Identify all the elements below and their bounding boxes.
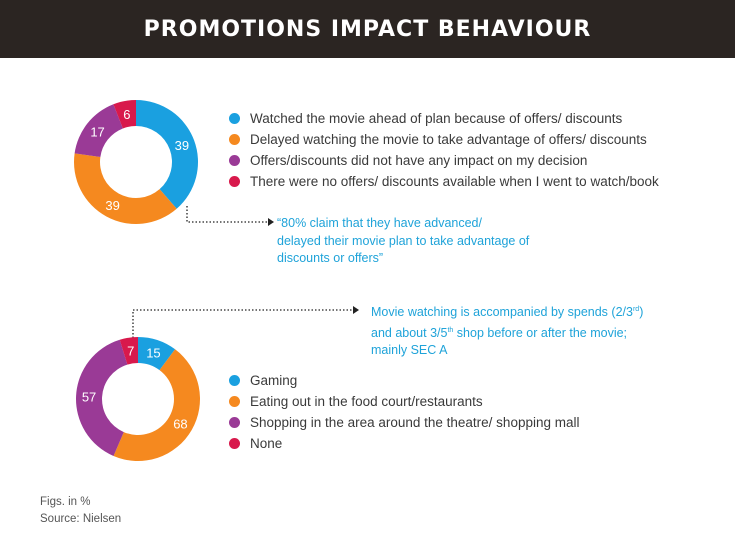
note-line: Movie watching is accompanied by spends … (371, 305, 633, 320)
donut-slice (76, 339, 128, 456)
header-bar: PROMOTIONS IMPACT BEHAVIOUR (0, 0, 735, 58)
legend-label: Shopping in the area around the theatre/… (250, 415, 580, 430)
donut-slice (113, 100, 136, 129)
legend-swatch (229, 375, 240, 386)
legend-swatch (229, 155, 240, 166)
slice-value-label: 57 (82, 389, 96, 404)
legend-item: None (229, 433, 579, 454)
note-sup: th (447, 326, 454, 334)
donut-slice (119, 337, 138, 365)
note-line: ) (639, 305, 644, 320)
legend-label: Delayed watching the movie to take advan… (250, 132, 647, 147)
connector-line-1 (186, 206, 274, 226)
legend-swatch (229, 113, 240, 124)
legend-swatch (229, 176, 240, 187)
slice-value-label: 7 (127, 344, 134, 359)
donut-slice (113, 349, 200, 461)
slice-value-label: 15 (146, 345, 160, 360)
legend-label: Gaming (250, 373, 298, 388)
donut-slice (74, 153, 177, 225)
slice-value-label: 39 (105, 198, 119, 213)
note-line: shop before or after the movie; (453, 325, 628, 340)
legend-item: Shopping in the area around the theatre/… (229, 412, 579, 433)
legend-item: Delayed watching the movie to take advan… (229, 129, 659, 150)
note-line: discounts or offers” (277, 251, 384, 265)
note-line: mainly SEC A (371, 343, 448, 358)
note-line: “80% claim that they have advanced/ (277, 216, 482, 230)
legend-label: Offers/discounts did not have any impact… (250, 153, 588, 168)
slice-value-label: 68 (173, 417, 187, 432)
donut-chart-promotions: 39 39 17 6 (74, 100, 198, 225)
note-sup: rd (632, 306, 640, 313)
legend-label: Watched the movie ahead of plan because … (250, 111, 623, 126)
legend-item: Watched the movie ahead of plan because … (229, 108, 659, 129)
donut-slice (74, 104, 123, 157)
legend-item: Offers/discounts did not have any impact… (229, 150, 659, 171)
figs-note: Figs. in % (40, 496, 91, 508)
legend-item: Gaming (229, 370, 579, 391)
legend-item: There were no offers/ discounts availabl… (229, 171, 659, 192)
legend-spends: Gaming Eating out in the food court/resta… (229, 370, 579, 454)
page-title: PROMOTIONS IMPACT BEHAVIOUR (143, 16, 592, 42)
legend-swatch (229, 134, 240, 145)
footer: Figs. in % Source: Nielsen (40, 494, 121, 528)
note-line: and about 3/5 (371, 325, 448, 340)
legend-promotions: Watched the movie ahead of plan because … (229, 108, 659, 192)
legend-swatch (229, 396, 240, 407)
connector-line-2 (132, 306, 359, 338)
source-note: Source: Nielsen (40, 513, 122, 525)
note-promotions: “80% claim that they have advanced/ dela… (277, 215, 529, 268)
donut-chart-spends: 15 68 57 7 (76, 337, 200, 461)
slice-value-label: 17 (90, 125, 104, 140)
legend-label: There were no offers/ discounts availabl… (250, 174, 659, 189)
legend-item: Eating out in the food court/restaurants (229, 391, 579, 412)
donut-slice (138, 337, 176, 371)
slice-value-label: 6 (123, 107, 130, 122)
donut-slice (136, 100, 198, 209)
slice-value-label: 39 (175, 138, 189, 153)
legend-label: Eating out in the food court/restaurants (250, 394, 483, 409)
legend-label: None (250, 436, 283, 451)
note-spends: Movie watching is accompanied by spends … (371, 301, 643, 360)
legend-swatch (229, 417, 240, 428)
legend-swatch (229, 438, 240, 449)
note-line: delayed their movie plan to take advanta… (277, 233, 530, 248)
